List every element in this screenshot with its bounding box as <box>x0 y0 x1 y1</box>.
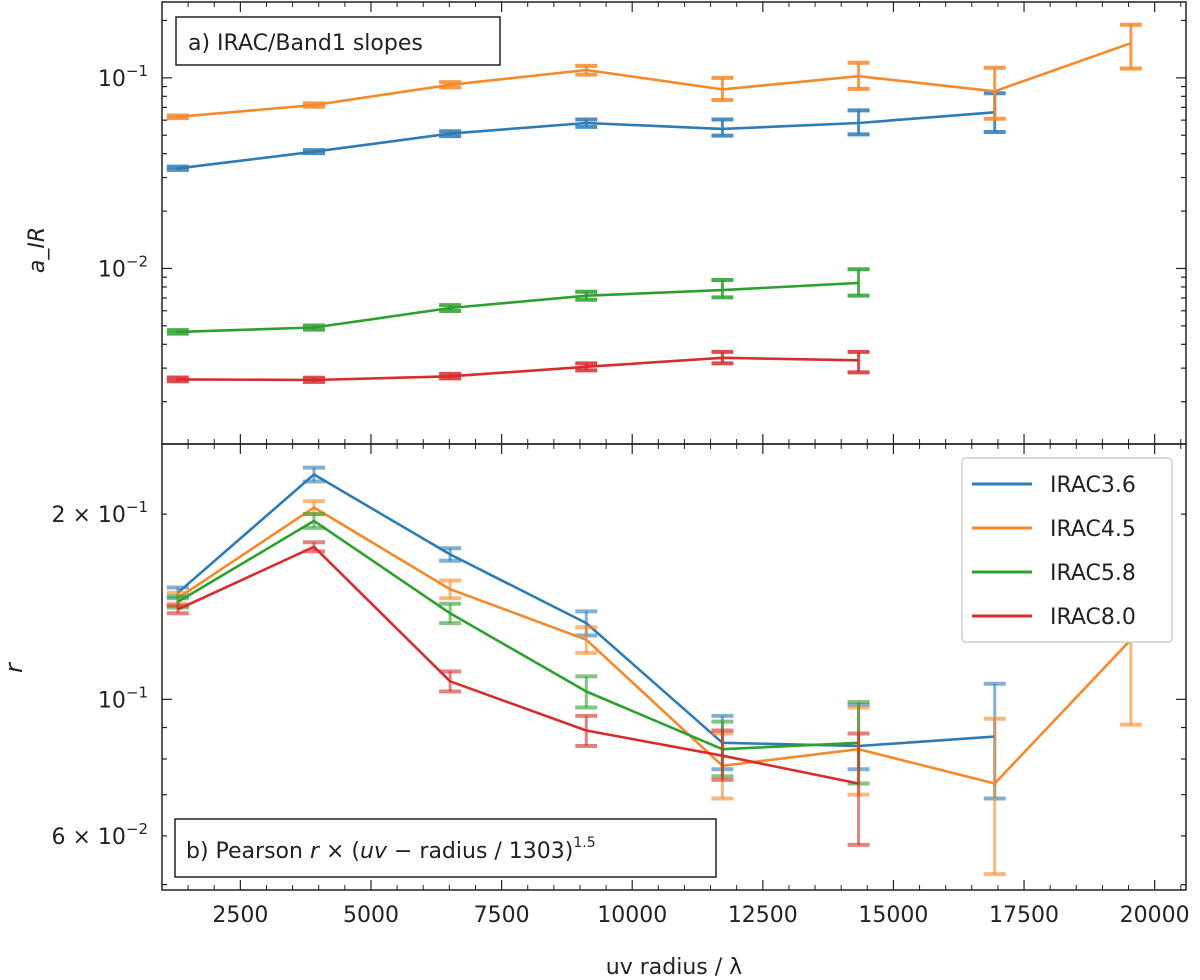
panel-b-ytick-label: 6 × 10−2 <box>51 820 148 850</box>
panel-b-title-frame <box>174 818 717 878</box>
series-layer <box>166 22 1142 877</box>
panel-a-title: a) IRAC/Band1 slopes <box>188 31 423 56</box>
x-tick-label: 10000 <box>597 903 667 928</box>
panel-b-series-IRAC5.8 <box>177 519 859 751</box>
x-tick-label: 2500 <box>212 903 268 928</box>
panel-b-frame <box>161 443 1187 891</box>
panel-a-series-IRAC4.5 <box>177 41 1132 119</box>
panel-b-title: b) Pearson r × (uv − radius / 1303)1.5 <box>186 835 596 864</box>
x-axis-label: uv radius / λ <box>606 955 742 980</box>
panel-a-ytick-label: 10−2 <box>98 252 148 282</box>
panel-a-series-IRAC8.0 <box>177 356 859 382</box>
panel-b-ytick-label: 2 × 10−1 <box>51 498 148 528</box>
legend: IRAC3.6 IRAC4.5 IRAC5.8 IRAC8.0 <box>961 457 1173 643</box>
legend-label-IRAC5.8: IRAC5.8 <box>1050 561 1136 586</box>
x-tick-label: 12500 <box>728 903 798 928</box>
x-tick-label: 20000 <box>1120 903 1190 928</box>
panel-b-title-box: b) Pearson r × (uv − radius / 1303)1.5 <box>174 818 717 878</box>
x-tick-label: 15000 <box>858 903 928 928</box>
panel-a-ylabel: a_IR <box>25 227 50 273</box>
panel-a-series-IRAC5.8 <box>177 281 859 334</box>
legend-label-IRAC3.6: IRAC3.6 <box>1050 473 1136 498</box>
legend-label-IRAC8.0: IRAC8.0 <box>1050 605 1136 630</box>
panel-b-ytick-label: 10−1 <box>98 683 148 713</box>
panel-b-series-IRAC4.5 <box>177 506 1132 785</box>
legend-label-IRAC4.5: IRAC4.5 <box>1050 517 1136 542</box>
legend-frame <box>961 457 1173 643</box>
panel-b-ylabel: r <box>0 661 28 673</box>
x-tick-label: 17500 <box>989 903 1059 928</box>
x-tick-label: 5000 <box>343 903 399 928</box>
axes-layer: 10−1 10−2 2 × 10−1 10−1 6 × 10−2 2500 5000 7500… <box>51 2 1190 928</box>
x-tick-label: 7500 <box>474 903 530 928</box>
panel-a-ytick-label: 10−1 <box>98 62 148 92</box>
panel-a-title-frame <box>175 16 501 66</box>
panel-b-series-IRAC8.0 <box>177 545 859 785</box>
panel-a-title-box: a) IRAC/Band1 slopes <box>175 16 501 66</box>
